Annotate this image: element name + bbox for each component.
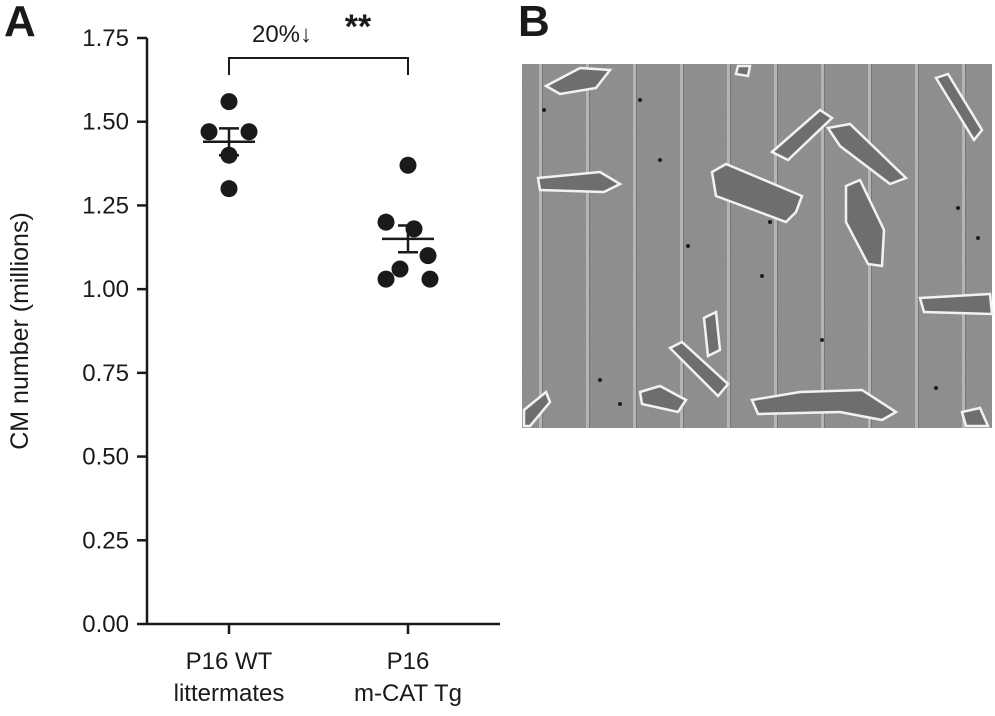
y-tick-label: 0.25 bbox=[82, 527, 129, 554]
data-point bbox=[377, 270, 395, 288]
cell bbox=[702, 310, 722, 358]
cell bbox=[844, 178, 886, 268]
data-point bbox=[220, 93, 238, 111]
cell bbox=[769, 108, 834, 162]
cell bbox=[522, 389, 552, 428]
cell bbox=[918, 292, 994, 316]
category-label-wt-line1: P16 WT bbox=[186, 648, 273, 675]
category-label-wt-line2: littermates bbox=[174, 680, 285, 707]
y-axis-title: CM number (millions) bbox=[6, 212, 34, 450]
micrograph-grain bbox=[522, 64, 992, 428]
y-tick-label: 1.75 bbox=[82, 25, 129, 52]
cell bbox=[536, 170, 623, 194]
data-point bbox=[421, 270, 439, 288]
debris bbox=[542, 98, 980, 406]
x-axis: P16 WT littermates P16 m-CAT Tg bbox=[147, 622, 500, 707]
data-point bbox=[419, 247, 437, 265]
bracket-line bbox=[228, 57, 409, 75]
cell bbox=[734, 64, 752, 78]
y-tick-label: 1.00 bbox=[82, 276, 129, 303]
category-label-tg-line1: P16 bbox=[387, 648, 430, 675]
data-point bbox=[399, 156, 417, 174]
y-ticks: 0.00 0.25 0.50 0.75 1.00 1.25 1.50 1.75 bbox=[82, 25, 147, 638]
cell bbox=[710, 162, 804, 224]
cell bbox=[750, 388, 899, 422]
cell bbox=[543, 66, 613, 96]
data-marks bbox=[200, 93, 439, 288]
data-point bbox=[220, 180, 238, 198]
cell bbox=[667, 340, 730, 398]
y-tick-label: 0.00 bbox=[82, 611, 129, 638]
cells bbox=[522, 64, 994, 428]
cell bbox=[825, 122, 909, 186]
cell bbox=[638, 384, 688, 414]
cell bbox=[960, 406, 990, 428]
percent-change-label: 20%↓ bbox=[252, 21, 312, 48]
data-point bbox=[391, 260, 409, 278]
data-point bbox=[200, 123, 218, 141]
significance-bracket: 20%↓ ** bbox=[228, 8, 409, 75]
y-axis: 0.00 0.25 0.50 0.75 1.00 1.25 1.50 1.75 bbox=[82, 25, 149, 638]
y-tick-label: 0.75 bbox=[82, 360, 129, 387]
y-tick-label: 1.50 bbox=[82, 109, 129, 136]
cardiomyocyte-micrograph bbox=[522, 64, 994, 428]
panel-b-label: B bbox=[518, 0, 550, 46]
panel-a-label: A bbox=[4, 0, 36, 46]
cell bbox=[934, 72, 984, 143]
category-label-tg-line2: m-CAT Tg bbox=[354, 680, 462, 707]
y-tick-label: 1.25 bbox=[82, 192, 129, 219]
y-tick-label: 0.50 bbox=[82, 444, 129, 471]
data-point bbox=[240, 123, 258, 141]
data-point bbox=[377, 213, 395, 231]
significance-stars: ** bbox=[345, 8, 372, 46]
